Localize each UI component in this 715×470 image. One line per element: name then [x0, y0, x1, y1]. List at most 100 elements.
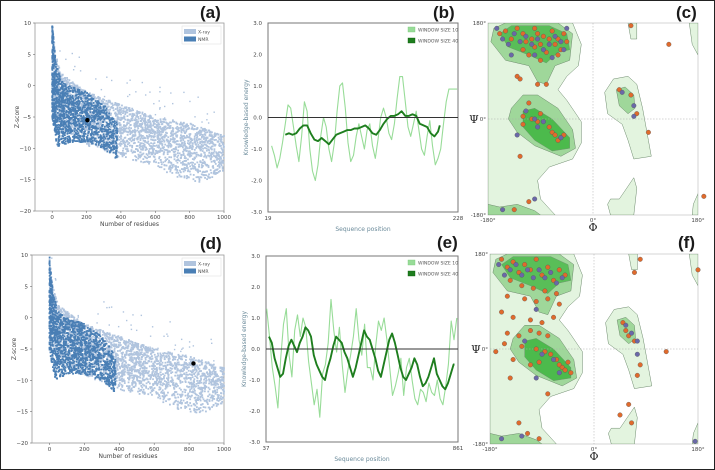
xray-point [191, 391, 193, 393]
xray-point [112, 109, 115, 112]
xray-point [114, 102, 117, 105]
nmr-point [61, 142, 64, 144]
nmr-point [67, 86, 70, 88]
nmr-point [91, 119, 94, 121]
nmr-point [105, 129, 108, 132]
xray-point [144, 129, 147, 132]
xray-point [205, 147, 208, 150]
xray-point [75, 87, 78, 90]
nmr-point [86, 102, 89, 105]
nmr-point [72, 121, 75, 124]
residue-point [535, 36, 541, 42]
xray-point [154, 120, 157, 122]
xray-point [163, 127, 165, 130]
nmr-point [101, 115, 103, 118]
xray-point [92, 95, 95, 98]
xray-point [177, 166, 179, 168]
xray-point [89, 105, 92, 107]
nmr-point [60, 99, 63, 102]
nmr-point [109, 128, 112, 131]
xray-point [95, 328, 97, 331]
xray-point [171, 165, 174, 168]
nmr-point [110, 123, 113, 126]
nmr-point [60, 86, 63, 88]
xray-point [150, 374, 153, 377]
xray-point [144, 149, 147, 151]
nmr-point [72, 91, 74, 94]
xray-point [144, 121, 146, 124]
xray-point [141, 134, 144, 137]
nmr-point [73, 115, 75, 118]
nmr-point [100, 136, 102, 139]
xray-point [210, 148, 213, 151]
xray-point [115, 124, 118, 127]
nmr-point [69, 111, 72, 114]
nmr-point [52, 63, 54, 66]
nmr-point [113, 137, 115, 140]
xray-point [199, 145, 201, 148]
xray-point [178, 129, 181, 132]
nmr-point [52, 102, 55, 105]
xray-point [123, 373, 126, 376]
nmr-point [72, 135, 74, 138]
xray-point [120, 111, 122, 113]
y-tick-label: -180° [471, 213, 486, 219]
xray-point [176, 122, 179, 125]
xray-point [191, 126, 194, 129]
nmr-point [60, 131, 63, 134]
nmr-point [102, 133, 105, 136]
xray-point [138, 133, 141, 136]
xray-point [191, 152, 194, 155]
xray-point [85, 105, 88, 108]
xray-point [212, 171, 215, 174]
residue-point [503, 28, 508, 34]
xray-point [218, 166, 221, 169]
nmr-point [51, 36, 54, 39]
nmr-point [84, 125, 87, 128]
nmr-point [96, 119, 99, 122]
nmr-point [62, 109, 64, 112]
nmr-point [56, 73, 58, 76]
nmr-point [69, 130, 72, 133]
xray-point [209, 176, 212, 179]
xray-point [205, 156, 208, 159]
nmr-point [96, 108, 99, 111]
xray-point [123, 130, 125, 133]
xray-point [127, 107, 130, 109]
xray-point [196, 139, 199, 142]
nmr-point [74, 127, 76, 130]
xray-point [213, 155, 216, 158]
nmr-point [55, 100, 58, 103]
xray-point [100, 121, 103, 123]
nmr-point [56, 98, 58, 101]
nmr-point [62, 110, 65, 113]
xray-point [60, 354, 63, 357]
xray-point [151, 139, 154, 141]
xray-point [186, 136, 189, 139]
xray-point [197, 153, 199, 156]
xray-point [149, 132, 152, 134]
xray-point [207, 140, 210, 143]
xray-point [139, 129, 142, 132]
nmr-point [78, 91, 81, 93]
nmr-point [79, 91, 81, 94]
xray-point [195, 155, 198, 158]
xray-point [175, 121, 178, 124]
nmr-point [58, 124, 61, 126]
nmr-point [66, 135, 69, 138]
nmr-point [71, 139, 74, 142]
xray-point [158, 139, 160, 142]
xray-point [166, 382, 169, 384]
xray-point [167, 161, 170, 164]
nmr-point [67, 90, 70, 93]
xray-point [117, 151, 120, 154]
xray-point [222, 144, 225, 147]
xray-point [215, 168, 218, 171]
xray-point [134, 352, 137, 354]
nmr-point [53, 122, 56, 125]
xray-point [175, 166, 177, 169]
xray-point [116, 121, 119, 123]
nmr-point [56, 126, 59, 129]
xray-point [186, 147, 189, 150]
xray-point [216, 172, 218, 174]
